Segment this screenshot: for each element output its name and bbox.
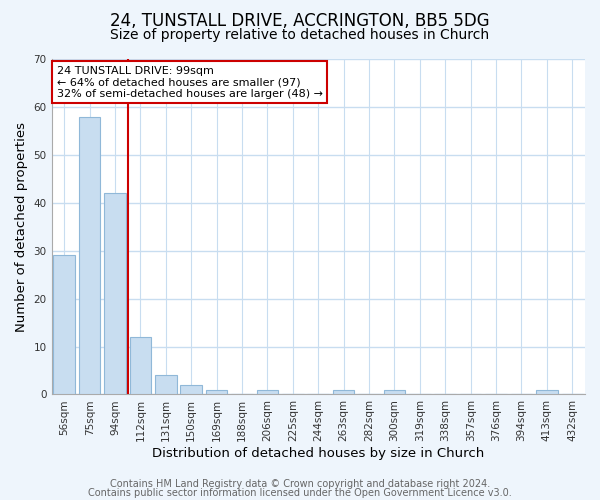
Bar: [333, 390, 355, 394]
Text: Contains public sector information licensed under the Open Government Licence v3: Contains public sector information licen…: [88, 488, 512, 498]
Bar: [79, 116, 100, 394]
Bar: [383, 390, 405, 394]
X-axis label: Distribution of detached houses by size in Church: Distribution of detached houses by size …: [152, 447, 484, 460]
Bar: [206, 390, 227, 394]
Bar: [53, 256, 75, 394]
Text: 24, TUNSTALL DRIVE, ACCRINGTON, BB5 5DG: 24, TUNSTALL DRIVE, ACCRINGTON, BB5 5DG: [110, 12, 490, 30]
Bar: [155, 376, 176, 394]
Bar: [104, 193, 126, 394]
Text: Size of property relative to detached houses in Church: Size of property relative to detached ho…: [110, 28, 490, 42]
Bar: [257, 390, 278, 394]
Bar: [181, 385, 202, 394]
Y-axis label: Number of detached properties: Number of detached properties: [15, 122, 28, 332]
Bar: [130, 337, 151, 394]
Text: Contains HM Land Registry data © Crown copyright and database right 2024.: Contains HM Land Registry data © Crown c…: [110, 479, 490, 489]
Text: 24 TUNSTALL DRIVE: 99sqm
← 64% of detached houses are smaller (97)
32% of semi-d: 24 TUNSTALL DRIVE: 99sqm ← 64% of detach…: [57, 66, 323, 99]
Bar: [536, 390, 557, 394]
